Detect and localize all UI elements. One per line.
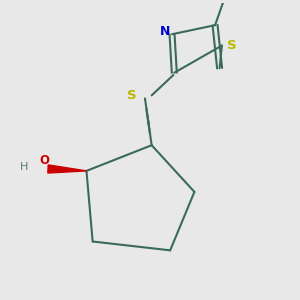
Polygon shape <box>48 165 86 173</box>
Text: O: O <box>40 154 50 167</box>
Text: H: H <box>20 162 28 172</box>
Text: S: S <box>227 39 237 52</box>
Text: S: S <box>128 89 137 102</box>
Text: N: N <box>160 26 170 38</box>
